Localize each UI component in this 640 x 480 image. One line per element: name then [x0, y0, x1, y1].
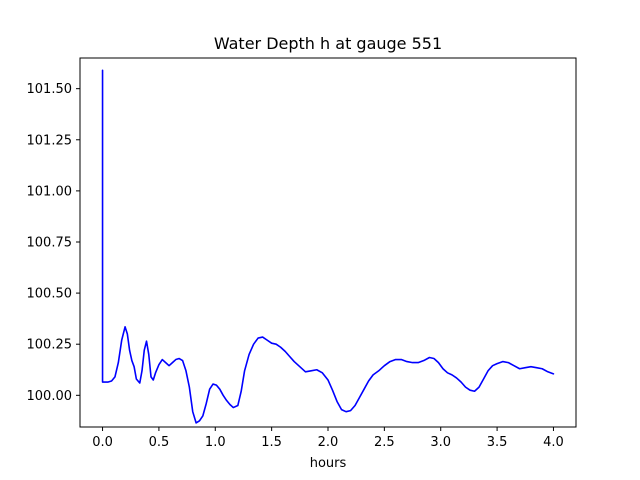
chart-title: Water Depth h at gauge 551 — [214, 34, 442, 53]
y-tick-label: 101.00 — [27, 184, 73, 199]
x-tick-label: 0.5 — [149, 435, 170, 450]
y-axis-ticks: 100.00 100.25 100.50 100.75 101.00 101.25 101.… — [27, 82, 80, 404]
y-tick-label: 101.50 — [27, 82, 73, 97]
series-group — [101, 69, 555, 424]
x-tick-label: 2.0 — [318, 435, 339, 450]
y-tick-label: 100.25 — [27, 338, 73, 353]
y-tick-label: 100.75 — [27, 235, 73, 250]
x-tick-label: 3.5 — [487, 435, 508, 450]
y-tick-label: 100.50 — [27, 287, 73, 302]
plot-area-frame — [79, 57, 577, 428]
x-tick-label: 1.0 — [205, 435, 226, 450]
x-axis-ticks: 0.0 0.5 1.0 1.5 2.0 2.5 3.0 3.5 4.0 — [92, 427, 564, 450]
x-tick-label: 3.0 — [430, 435, 451, 450]
y-tick-label: 101.25 — [27, 133, 73, 148]
x-tick-label: 1.5 — [261, 435, 282, 450]
x-tick-label: 4.0 — [543, 435, 564, 450]
x-tick-label: 2.5 — [374, 435, 395, 450]
x-tick-label: 0.0 — [92, 435, 113, 450]
x-axis-title: hours — [310, 456, 347, 471]
y-tick-label: 100.00 — [27, 389, 73, 404]
series-line-0 — [101, 69, 555, 424]
